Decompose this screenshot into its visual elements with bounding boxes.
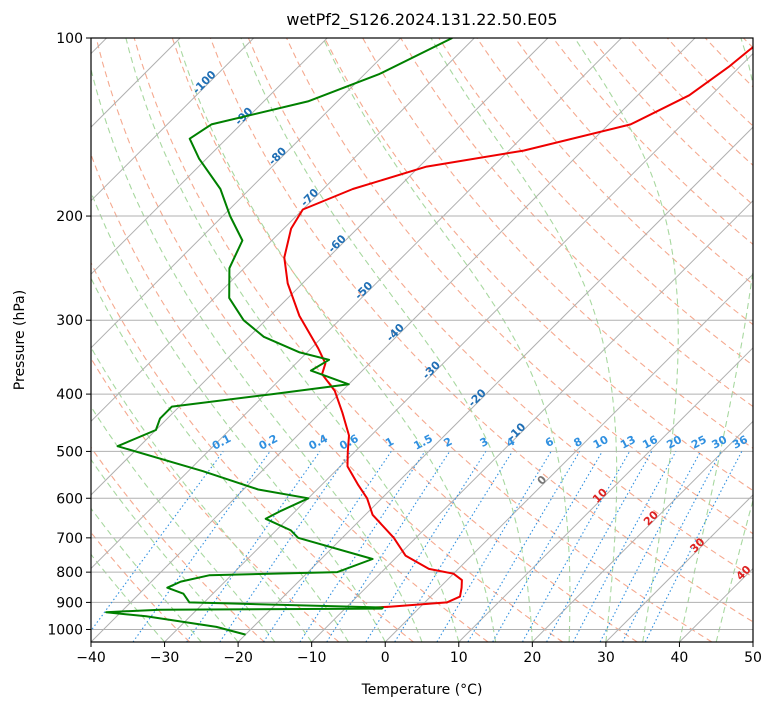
moist-adiabat-line (18, 38, 349, 642)
x-tick-label: −10 (297, 650, 327, 666)
y-tick-label: 700 (56, 531, 83, 547)
mixing-ratio-lines (83, 451, 742, 642)
moist-adiabat-line (716, 38, 775, 642)
x-tick-label: −30 (150, 650, 180, 666)
dry-adiabat-line (20, 38, 414, 642)
x-axis-ticks: −40 −30 −20 −10 0 10 20 30 40 50 (76, 642, 762, 666)
mixing-ratio-label: 16 (640, 433, 660, 452)
mixing-ratio-label: 10 (591, 433, 611, 452)
mixing-ratio-label: 8 (572, 435, 585, 450)
moist-adiabat-label: 40 (734, 563, 754, 583)
isotherm-line (0, 38, 548, 642)
isotherm-line (753, 38, 775, 642)
dry-adiabat-line (667, 38, 775, 642)
y-tick-label: 500 (56, 444, 83, 460)
mixing-ratio-label: 36 (730, 433, 750, 452)
dry-adiabat-line (134, 38, 637, 642)
moist-adiabat-label: 20 (641, 508, 661, 528)
dry-adiabat-line (743, 38, 775, 642)
x-tick-label: 20 (523, 650, 541, 666)
mixing-ratio-line (366, 451, 486, 642)
isotherm-line (0, 38, 401, 642)
moist-adiabat-line (0, 38, 275, 642)
moist-adiabat-line (431, 38, 617, 642)
mixing-ratio-line (468, 451, 580, 642)
dry-adiabat-line (591, 38, 775, 642)
x-axis-label: Temperature (°C) (361, 682, 483, 698)
moist-adiabat-line (0, 38, 312, 642)
isotherm-line (385, 38, 775, 642)
y-tick-label: 800 (56, 565, 83, 581)
y-tick-label: 600 (56, 491, 83, 507)
mixing-ratio-line (327, 451, 450, 642)
mixing-ratio-label: 0.4 (307, 432, 331, 453)
mixing-ratio-line (573, 451, 676, 642)
x-tick-label: −20 (223, 650, 253, 666)
y-tick-label: 900 (56, 595, 83, 611)
isotherm-label: -50 (352, 279, 375, 302)
mixing-ratio-label: 25 (689, 433, 709, 452)
moist-adiabat-line (323, 38, 570, 642)
plot-frame (91, 38, 753, 642)
y-tick-label: 200 (56, 209, 83, 225)
mixing-ratio-label: 1 (383, 435, 396, 450)
moist-adiabat-line (177, 38, 496, 642)
isotherm-label: -20 (466, 386, 489, 409)
x-tick-label: 50 (744, 650, 762, 666)
dry-adiabat-line (0, 38, 190, 642)
y-tick-label: 1000 (47, 622, 83, 638)
isotherm-line (0, 38, 254, 642)
sounding-profiles (106, 38, 765, 635)
mixing-ratio-label: 0.1 (210, 432, 233, 453)
dry-adiabat-line (515, 38, 775, 642)
dry-adiabat-line (0, 38, 339, 642)
moist-adiabat-line (0, 38, 201, 642)
temperature-profile-line (284, 38, 765, 608)
mixing-ratio-label: 13 (618, 433, 638, 452)
isotherm-label: -30 (420, 358, 443, 381)
mixing-ratio-label: 3 (478, 435, 491, 450)
moist-adiabat-line (0, 38, 238, 642)
y-tick-label: 300 (56, 313, 83, 329)
mixing-ratio-label: 20 (664, 433, 684, 452)
isotherm-label: -60 (325, 232, 348, 255)
mixing-ratio-line (600, 451, 701, 642)
moist-adiabat-line (84, 38, 422, 642)
moist-adiabat-label: 10 (590, 486, 610, 506)
mixing-ratio-label: 1.5 (412, 432, 435, 453)
mixing-ratio-line (83, 451, 223, 642)
isotherm-label: -40 (384, 321, 407, 344)
y-axis-ticks: 100 200 300 400 500 600 700 800 900 1000 (47, 31, 91, 638)
mixing-ratio-label: 30 (710, 433, 730, 452)
mixing-ratio-line (437, 451, 551, 642)
dry-adiabat-line (553, 38, 775, 642)
mixing-ratio-label: 2 (442, 435, 455, 450)
isotherm-line (312, 38, 775, 642)
dry-adiabat-line (705, 38, 775, 642)
y-axis-label: Pressure (hPa) (12, 290, 28, 390)
mixing-ratio-line (300, 451, 425, 642)
mixing-ratio-label: 0.2 (257, 432, 280, 453)
dry-adiabat-line (0, 38, 264, 642)
y-tick-label: 100 (56, 31, 83, 47)
x-tick-label: 40 (671, 650, 689, 666)
x-tick-label: 10 (450, 650, 468, 666)
x-tick-label: −40 (76, 650, 106, 666)
chart-title: wetPf2_S126.2024.131.22.50.E05 (286, 10, 557, 30)
y-tick-label: 400 (56, 387, 83, 403)
x-tick-label: 0 (381, 650, 390, 666)
isotherm-label: -100 (190, 68, 219, 97)
x-tick-label: 30 (597, 650, 615, 666)
dry-adiabat-line (477, 38, 775, 642)
moist-adiabat-line (575, 38, 679, 642)
